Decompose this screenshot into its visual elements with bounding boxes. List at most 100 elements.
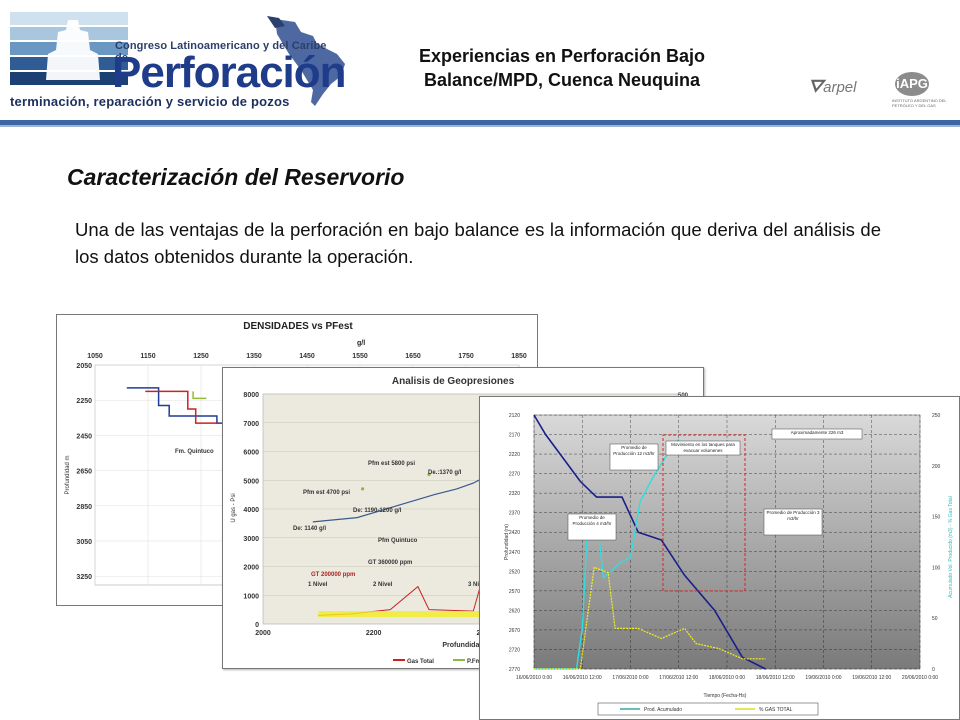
y-tick-label: 2570 — [509, 589, 520, 595]
x-tick-label: 1250 — [193, 353, 209, 360]
series-point-pfm — [361, 487, 365, 491]
y2-tick-label: 50 — [932, 616, 938, 622]
annotation-text-frame: Aproximadamente 226 m3 — [790, 430, 844, 435]
y-tick-label: 3000 — [243, 536, 259, 543]
oil-tower-icon — [46, 20, 100, 80]
y-tick-label: 2470 — [509, 550, 520, 556]
x-tick-label: 16/06/2010 0:00 — [516, 675, 552, 681]
x-tick-label: 18/06/2010 12:00 — [756, 675, 795, 681]
y-tick-label: 2050 — [76, 363, 92, 370]
legend-label: % GAS TOTAL — [759, 707, 793, 713]
x-axis-label: Profundidad — [442, 642, 483, 649]
series-point-pfm — [427, 472, 431, 477]
annotation: 1 Nivel — [308, 582, 328, 588]
x-tick-label: 19/06/2010 12:00 — [852, 675, 891, 681]
y-tick-label: 2120 — [509, 413, 520, 419]
annotation-box — [763, 508, 823, 536]
legend-label: Prod. Acumulado — [644, 707, 682, 713]
x-tick-label: 17/06/2010 0:00 — [612, 675, 648, 681]
latin-america-map-icon — [267, 16, 345, 106]
annotation-text: Promedio de Producción 4 m3/hr — [572, 515, 612, 526]
y-tick-label: 2720 — [509, 647, 520, 653]
annotation-text: Promedio de Producción 12 m3/hr — [613, 445, 655, 456]
x-tick-label: 1050 — [87, 353, 103, 360]
y-tick-label: 2450 — [76, 433, 92, 440]
annotation-text-frame: Promedio de Producción 4 m3/hr — [572, 515, 612, 526]
y-tick-label: 2320 — [509, 491, 520, 497]
highlight-box — [662, 434, 746, 592]
chart-produccion-svg: 2120 2170 2220 2270 2320 2370 2420 2470 2520 2570… — [504, 413, 954, 716]
y-tick-label: 2220 — [509, 452, 520, 458]
arpel-logo: ⛛arpel — [808, 76, 880, 100]
series-line-depth — [533, 414, 766, 670]
y-tick-label: 6000 — [243, 450, 259, 457]
chart-produccion: 2120 2170 2220 2270 2320 2370 2420 2470 2520 2570… — [479, 396, 960, 720]
y-tick-label: 0 — [255, 622, 259, 629]
y-tick-label: 2850 — [76, 504, 92, 511]
section-body: Una de las ventajas de la perforación en… — [75, 219, 881, 267]
x-tick-label: 1850 — [511, 353, 527, 360]
y-axis-label: U gas - Psi — [231, 493, 237, 522]
header-accent-bar — [0, 120, 960, 125]
y-tick-label: 3250 — [76, 574, 92, 581]
annotation-text: Aproximadamente 226 m3 — [790, 430, 844, 435]
y-tick-label: 8000 — [243, 392, 259, 399]
y-tick-label: 3050 — [76, 539, 92, 546]
y-tick-label: 2670 — [509, 628, 520, 634]
annotation-box — [771, 428, 863, 440]
y-tick-label: 2170 — [509, 433, 520, 439]
y-tick-label: 2270 — [509, 472, 520, 478]
series-line-gas — [534, 566, 766, 670]
x-tick-label: 2200 — [366, 630, 382, 637]
x-axis-label: Tiempo (Fecha-Hs) — [704, 693, 747, 699]
series-line — [145, 390, 217, 424]
iapg-logo: iAPG INSTITUTO ARGENTINO DEL PETRÓLEO Y … — [892, 72, 954, 108]
annotation: Pfm est 5800 psi — [368, 461, 415, 467]
y2-tick-label: 200 — [932, 464, 941, 470]
x-tick-label: 18/06/2010 0:00 — [709, 675, 745, 681]
series-line — [192, 391, 207, 400]
annotation-text-frame: Promedio de Producción 12 m3/hr — [613, 445, 655, 456]
y2-axis-label: Acumulado Vol. Producido (m3) - % Gas To… — [948, 496, 954, 598]
x-tick-label: 1350 — [246, 353, 262, 360]
y2-tick-label: 150 — [932, 515, 941, 521]
y-tick-label: 2520 — [509, 569, 520, 575]
x-tick-label: 1150 — [140, 353, 155, 360]
x-tick-label: 20/06/2010 0:00 — [902, 675, 938, 681]
y2-tick-label: 0 — [932, 667, 935, 673]
header-accent-line — [0, 125, 960, 127]
logo-tagline: terminación, reparación y servicio de po… — [10, 94, 290, 109]
x-tick-label: 17/06/2010 12:00 — [659, 675, 698, 681]
y-tick-label: 2770 — [509, 667, 520, 673]
y2-tick-label: 250 — [932, 413, 941, 419]
annotation-text-frame: Movimiento en los tanques para evacuar v… — [671, 442, 735, 453]
y-tick-label: 2650 — [76, 469, 92, 476]
y-tick-label: 2370 — [509, 511, 520, 517]
legend-label: Gas Total — [407, 659, 434, 665]
y-tick-label: 5000 — [243, 478, 259, 485]
x-axis-label: g/l — [357, 340, 365, 347]
chart-title: DENSIDADES vs PFest — [243, 321, 353, 332]
annotation: Pfm Quintuco — [378, 538, 418, 544]
arpel-text: arpel — [823, 79, 857, 96]
annotation: De: 1190-1200 g/l — [353, 508, 402, 514]
legend-box — [597, 702, 819, 716]
presentation-title: Experiencias en Perforación Bajo Balance… — [362, 44, 762, 92]
annotation-box — [609, 443, 659, 471]
x-tick-label: 1450 — [299, 353, 315, 360]
annotation-text: Movimiento en los tanques para evacuar v… — [671, 442, 735, 453]
y-tick-label: 2420 — [509, 530, 520, 536]
annotation-box — [665, 440, 741, 456]
annotation: Fm. Quintuco — [175, 449, 214, 455]
y-axis-label: Profundidad (m) — [504, 524, 510, 560]
logo-name: Perforación — [112, 48, 347, 97]
y-tick-label: 4000 — [243, 507, 259, 514]
annotation: GT 360000 ppm — [368, 560, 412, 566]
annotation-text-frame: Promedio de Producción 3 m3/hr — [766, 510, 819, 521]
x-tick-label: 1750 — [458, 353, 474, 360]
y-tick-label: 2250 — [76, 398, 92, 405]
annotation: De.:1370 g/l — [428, 470, 462, 476]
x-tick-label: 16/06/2010 12:00 — [563, 675, 602, 681]
congress-logo: Congreso Latinoamericano y del Caribe de… — [10, 12, 347, 112]
title-line-2: Balance/MPD, Cuenca Neuquina — [423, 70, 701, 90]
